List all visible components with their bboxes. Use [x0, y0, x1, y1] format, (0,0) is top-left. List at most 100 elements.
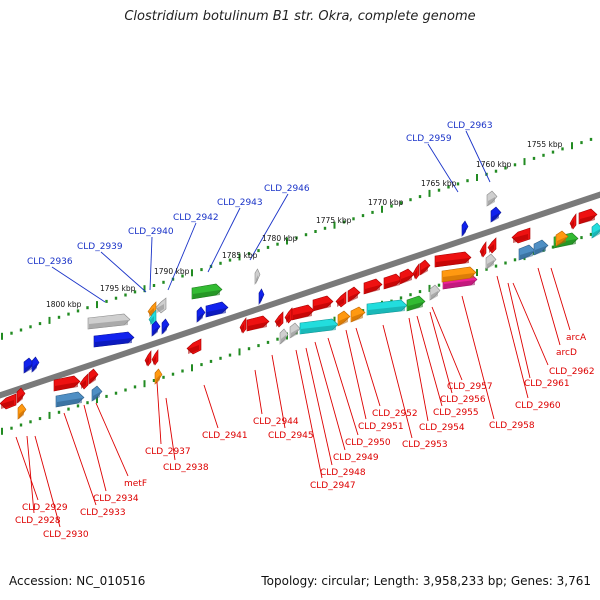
- gene-arrow: [487, 237, 497, 254]
- leader-line: [203, 384, 219, 429]
- leader-line: [550, 267, 571, 331]
- map-title: Clostridium botulinum B1 str. Okra, comp…: [124, 9, 476, 24]
- bottom-gene-label: CLD_2957: [447, 382, 493, 392]
- leader-line: [34, 435, 61, 528]
- gene-arrow: [205, 301, 229, 318]
- gene-arrow: [154, 368, 163, 385]
- leader-line: [431, 306, 463, 381]
- leader-line: [314, 341, 346, 451]
- gene-arrow: [79, 373, 89, 390]
- gene-arrow: [55, 391, 85, 408]
- gene-arrow: [93, 331, 135, 348]
- gene-arrow: [406, 295, 426, 312]
- gene-arrow: [53, 375, 81, 392]
- bottom-gene-label: arcA: [566, 333, 587, 343]
- bottom-gene-label: CLD_2955: [433, 408, 479, 418]
- bottom-gene-label: CLD_2954: [419, 423, 465, 433]
- leader-line: [83, 404, 107, 492]
- gene-arrow: [258, 288, 265, 306]
- bottom-gene-label: CLD_2944: [253, 417, 299, 427]
- gene-arrow: [151, 349, 159, 366]
- leader-line: [165, 397, 176, 461]
- leader-line: [295, 349, 323, 479]
- scale-label: 1800 kbp: [46, 300, 82, 309]
- bottom-strand-genes: [0, 208, 600, 420]
- gene-arrow: [555, 230, 569, 247]
- scale-label: 1760 kbp: [476, 160, 512, 169]
- label-leader-lines: [15, 130, 571, 528]
- bottom-gene-label: CLD_2938: [163, 463, 209, 473]
- bottom-gene-labels: arcA arcD CLD_2962 CLD_2961 CLD_2960 CLD_2958…: [15, 333, 595, 540]
- bottom-gene-label: CLD_2945: [268, 431, 314, 441]
- gene-arrow: [441, 266, 477, 283]
- gene-arrow: [350, 306, 366, 323]
- leader-line: [507, 282, 531, 379]
- bottom-gene-label: CLD_2951: [358, 422, 404, 432]
- gene-arrow: [461, 220, 469, 237]
- bottom-gene-label: CLD_2953: [402, 440, 448, 450]
- scale-label: 1770 kbp: [368, 198, 404, 207]
- top-gene-label: CLD_2963: [447, 121, 493, 131]
- outer-tick-ring: [1, 137, 593, 340]
- gene-arrow: [31, 356, 40, 373]
- leader-line: [271, 354, 286, 429]
- scale-label: 1795 kbp: [100, 284, 136, 293]
- gene-arrow: [17, 403, 27, 420]
- gene-arrow: [87, 313, 131, 330]
- gene-arrow: [246, 315, 270, 332]
- gene-arrow: [569, 213, 577, 230]
- leader-line: [345, 329, 367, 420]
- bottom-gene-label: CLD_2961: [524, 379, 570, 389]
- gene-arrow: [191, 283, 223, 300]
- leader-line: [15, 436, 39, 501]
- gene-arrow: [186, 338, 202, 355]
- bottom-gene-label: CLD_2952: [372, 409, 418, 419]
- bottom-gene-label: CLD_2937: [145, 447, 191, 457]
- bottom-gene-label: CLD_2948: [320, 468, 366, 478]
- genome-backbone: [0, 191, 600, 399]
- leader-line: [167, 222, 197, 291]
- leader-line: [427, 143, 459, 193]
- top-gene-label: CLD_2946: [264, 184, 310, 194]
- top-gene-label: CLD_2940: [128, 227, 174, 237]
- leader-line: [496, 275, 529, 399]
- top-gene-label: CLD_2959: [406, 134, 452, 144]
- bottom-gene-label: CLD_2930: [43, 530, 89, 540]
- leader-line: [249, 193, 289, 261]
- top-gene-label: CLD_2939: [77, 242, 123, 252]
- leader-line: [355, 327, 381, 407]
- bottom-gene-label: CLD_2941: [202, 431, 248, 441]
- gene-arrow: [511, 227, 531, 244]
- scale-label: 1765 kbp: [421, 179, 457, 188]
- leader-line: [461, 295, 495, 420]
- gene-arrow: [88, 368, 99, 385]
- gene-arrow: [312, 295, 334, 312]
- leader-line: [537, 267, 561, 346]
- gene-arrow: [479, 241, 487, 258]
- leader-line: [429, 311, 453, 394]
- gene-arrow: [16, 387, 26, 404]
- leader-line: [512, 282, 549, 366]
- bottom-gene-label: CLD_2960: [515, 401, 561, 411]
- gene-arrow: [337, 310, 351, 327]
- bottom-gene-label: CLD_2949: [333, 453, 379, 463]
- bottom-gene-label: CLD_2929: [22, 503, 68, 513]
- scale-label: 1785 kbp: [222, 251, 258, 260]
- bottom-gene-label: arcD: [556, 348, 577, 358]
- gene-arrow: [91, 385, 103, 402]
- gene-arrow: [366, 299, 408, 316]
- gene-arrow: [486, 190, 498, 207]
- gene-arrow: [289, 322, 301, 339]
- gene-arrow: [518, 244, 536, 261]
- leader-line: [95, 402, 129, 477]
- gene-arrow: [363, 278, 383, 295]
- scale-label: 1790 kbp: [154, 267, 190, 276]
- top-gene-label: CLD_2936: [27, 257, 73, 267]
- bottom-gene-label: CLD_2947: [310, 481, 356, 491]
- leader-line: [63, 412, 97, 506]
- gene-arrow: [591, 222, 600, 239]
- bottom-gene-label: CLD_2933: [80, 508, 126, 518]
- gene-arrow: [274, 311, 284, 328]
- leader-line: [100, 251, 147, 293]
